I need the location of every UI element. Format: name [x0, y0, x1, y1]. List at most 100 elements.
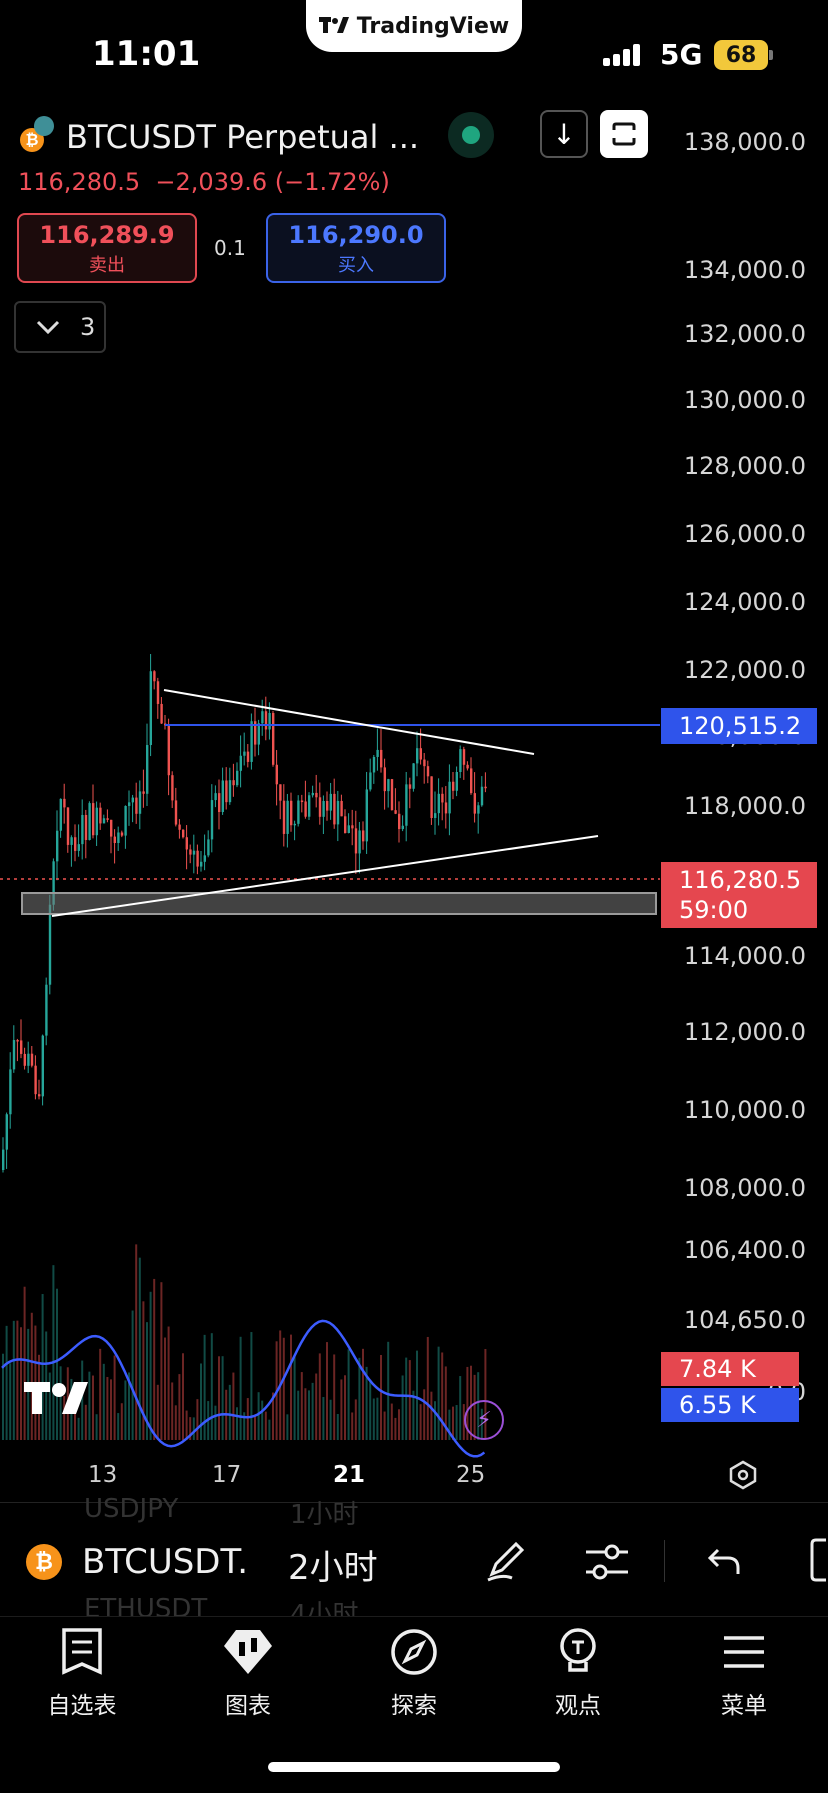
candle-body — [398, 813, 401, 830]
volume-bar — [228, 1384, 231, 1440]
symbol-selector[interactable]: BTCUSDT. — [82, 1542, 249, 1582]
candle-body — [156, 681, 160, 704]
candle-body — [88, 803, 91, 840]
candle-body — [408, 784, 412, 789]
last-price-label: 116,280.5 59:00 — [661, 862, 817, 928]
volume-bar — [254, 1415, 256, 1440]
price-tick: 124,000.0 — [683, 588, 806, 616]
battery-tip — [769, 50, 773, 60]
volume-bar — [232, 1372, 235, 1440]
spread-value: 0.1 — [214, 236, 246, 260]
arrow-down-button[interactable]: ↓ — [540, 110, 588, 158]
candle-body — [30, 1053, 34, 1066]
candle-body — [81, 814, 84, 845]
volume-bar — [462, 1404, 465, 1440]
candle-body — [405, 784, 408, 826]
tab-ideas[interactable]: 观点 — [518, 1628, 638, 1720]
candle-body — [300, 800, 304, 803]
price-change-line: 116,280.5 −2,039.6 (−1.72%) — [18, 168, 390, 196]
symbol-title[interactable]: BTCUSDT Perpetual ... — [66, 118, 420, 156]
buy-button[interactable]: 116,290.0 买入 — [266, 213, 446, 283]
volume-bar — [293, 1356, 296, 1440]
volume-bar — [394, 1417, 397, 1440]
candle-body — [297, 800, 300, 824]
time-tick: 21 — [333, 1462, 366, 1488]
volume-bar — [56, 1288, 58, 1440]
candle-body — [452, 781, 455, 791]
tab-chart[interactable]: 图表 — [188, 1628, 308, 1720]
indicators-toggle[interactable]: 3 — [14, 301, 106, 353]
candle-body — [59, 798, 62, 831]
home-indicator — [268, 1762, 560, 1772]
indicator-settings-icon[interactable] — [584, 1540, 630, 1584]
candle-body — [290, 800, 293, 826]
candle-body — [135, 797, 138, 814]
volume-bar — [84, 1404, 87, 1440]
candle-body — [444, 802, 448, 814]
candle-body — [12, 1040, 16, 1070]
watchlist-icon — [62, 1628, 102, 1675]
volume-bar — [243, 1412, 246, 1440]
volume-bar — [466, 1366, 469, 1440]
candle-body — [66, 807, 70, 845]
candle-body — [279, 784, 282, 801]
volume-bar — [452, 1406, 454, 1440]
candle-body — [218, 793, 221, 813]
candle-body — [41, 1035, 44, 1097]
candle-body — [20, 1040, 23, 1054]
candle-body — [189, 849, 192, 855]
fullscreen-button[interactable] — [600, 110, 648, 158]
volume-bar — [236, 1407, 238, 1440]
candle-body — [401, 825, 404, 830]
lightning-button[interactable]: ⚡ — [464, 1400, 504, 1440]
volume-bar — [470, 1365, 472, 1440]
volume-bar — [408, 1360, 411, 1440]
tab-menu[interactable]: 菜单 — [684, 1628, 804, 1720]
candle-body — [387, 779, 390, 792]
candle-body — [293, 823, 296, 826]
tab-watchlist[interactable]: 自选表 — [22, 1628, 142, 1720]
volume-bar — [185, 1410, 188, 1440]
candle-body — [239, 755, 242, 771]
candle-body — [149, 671, 152, 746]
fullscreen-icon — [612, 122, 636, 146]
volume-bar — [376, 1397, 379, 1440]
volume-bar — [23, 1286, 26, 1440]
candle-body — [470, 768, 473, 794]
tab-explore[interactable]: 探索 — [354, 1628, 474, 1720]
candle-body — [462, 749, 466, 765]
candle-body — [250, 721, 253, 762]
price-tick: 126,000.0 — [683, 520, 806, 548]
candle-body — [9, 1069, 12, 1115]
candle-body — [376, 749, 379, 757]
candle-body — [394, 810, 397, 814]
candle-body — [336, 800, 340, 825]
price-chart[interactable] — [0, 0, 828, 1460]
volume-bar — [448, 1409, 451, 1440]
volume-bar — [52, 1265, 55, 1440]
drawing-tool-icon[interactable] — [482, 1536, 530, 1584]
status-time: 11:01 — [92, 34, 201, 74]
chart-settings-icon[interactable] — [728, 1460, 758, 1490]
undo-icon[interactable] — [706, 1544, 742, 1580]
price-tick: 130,000.0 — [683, 386, 806, 414]
candle-body — [477, 805, 480, 814]
candle-body — [243, 751, 246, 756]
volume-bar — [401, 1375, 404, 1440]
candle-body — [38, 1094, 41, 1097]
more-tools-icon[interactable] — [804, 1536, 828, 1584]
candle-body — [236, 770, 239, 786]
candle-body — [416, 748, 419, 764]
volume-bar — [182, 1353, 184, 1440]
sell-button[interactable]: 116,289.9 卖出 — [17, 213, 197, 283]
tab-label: 探索 — [391, 1693, 437, 1719]
volume-bar — [131, 1310, 134, 1440]
candle-body — [419, 748, 422, 760]
volume-bar — [200, 1363, 202, 1440]
battery-icon: 68 — [714, 40, 768, 70]
candle-body — [225, 780, 228, 803]
volume-bar — [290, 1334, 292, 1440]
volume-bar — [308, 1390, 310, 1440]
interval-selector[interactable]: 2小时 — [288, 1548, 378, 1588]
volume-bar — [484, 1349, 487, 1440]
